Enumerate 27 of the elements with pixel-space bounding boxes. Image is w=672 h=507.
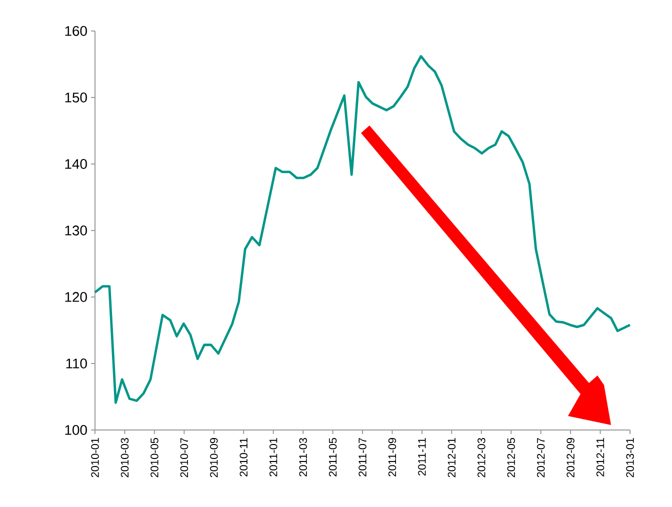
y-tick-label: 140 [65, 159, 87, 169]
x-tick-label: 2010-11 [240, 438, 248, 476]
x-tick-label: 2013-01 [626, 438, 634, 478]
y-tick-label: 110 [66, 358, 87, 368]
x-tick-label: 2010-01 [91, 438, 99, 478]
line-series [94, 55, 632, 404]
x-tick-label: 2010-07 [180, 438, 188, 478]
x-tick-label: 2012-05 [507, 438, 515, 478]
x-tick-label: 2010-09 [210, 438, 218, 478]
x-tick-label: 2012-03 [478, 438, 486, 478]
x-tick-label: 2012-09 [566, 438, 574, 478]
x-tick-label: 2011-05 [328, 438, 337, 476]
x-tick-label: 2012-07 [536, 438, 545, 478]
y-tick-label: 120 [65, 292, 87, 302]
y-tick-label: 100 [65, 425, 87, 435]
x-tick-label: 2010-03 [120, 438, 129, 478]
x-tick-label: 2011-11 [418, 438, 426, 476]
x-tick-label: 2011-01 [269, 438, 278, 476]
y-tick-label: 160 [65, 26, 87, 36]
x-tick-label: 2012-11 [596, 438, 604, 476]
y-tick-label: 150 [65, 92, 87, 102]
x-tick-label: 2011-03 [299, 438, 307, 476]
x-tick-label: 2012-01 [448, 438, 456, 478]
y-tick-label: 130 [65, 226, 87, 236]
x-tick-label: 2011-09 [388, 438, 396, 476]
x-tick-label: 2010-05 [150, 438, 158, 478]
x-tick-label: 2011-07 [358, 438, 366, 476]
